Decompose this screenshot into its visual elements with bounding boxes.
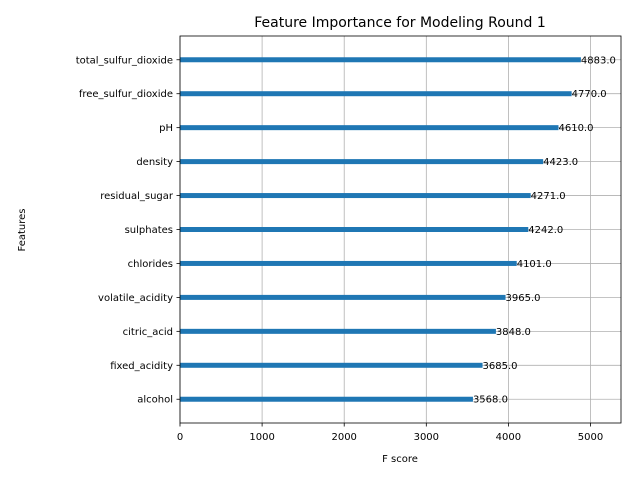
y-tick-label-density: density (136, 157, 173, 168)
x-tick-label: 2000 (331, 432, 356, 443)
y-tick-label-pH: pH (159, 123, 173, 134)
data-label-chlorides: 4101.0 (517, 259, 552, 270)
data-label-residual_sugar: 4271.0 (531, 191, 566, 202)
data-label-sulphates: 4242.0 (528, 225, 563, 236)
bar-pH (180, 125, 559, 131)
y-tick-label-residual_sugar: residual_sugar (100, 191, 174, 202)
bar-free_sulfur_dioxide (180, 91, 572, 97)
data-label-free_sulfur_dioxide: 4770.0 (572, 89, 607, 100)
y-tick-label-volatile_acidity: volatile_acidity (98, 293, 173, 304)
plot-frame (179, 35, 622, 424)
bar-residual_sugar (180, 193, 531, 199)
data-label-density: 4423.0 (543, 157, 578, 168)
chart-title: Feature Importance for Modeling Round 1 (254, 15, 546, 31)
data-labels: 3568.0 3685.0 3848.0 3965.0 4101.0 4242.0 4271… (473, 55, 616, 405)
bar-chlorides (180, 260, 517, 266)
bar-volatile_acidity (180, 294, 506, 300)
y-tick-label-free_sulfur_dioxide: free_sulfur_dioxide (79, 89, 173, 100)
y-tick-label-total_sulfur_dioxide: total_sulfur_dioxide (76, 55, 173, 66)
y-axis-ticks: alcohol fixed_acidity citric_acid volatile_… (76, 55, 180, 406)
y-tick-label-chlorides: chlorides (128, 259, 173, 270)
bar-alcohol (180, 396, 473, 402)
bar-sulphates (180, 227, 529, 232)
x-axis-label: F score (382, 454, 418, 465)
y-tick-label-sulphates: sulphates (125, 225, 173, 236)
data-label-fixed_acidity: 3685.0 (483, 361, 518, 372)
x-tick-label: 0 (177, 432, 183, 443)
y-tick-label-citric_acid: citric_acid (123, 327, 173, 338)
bar-fixed_acidity (180, 362, 483, 368)
x-axis-ticks: 0 1000 2000 3000 4000 5000 (177, 423, 603, 443)
bar-citric_acid (180, 328, 496, 334)
y-axis-label: Features (17, 209, 28, 252)
x-tick-label: 5000 (578, 432, 603, 443)
x-tick-label: 4000 (496, 432, 521, 443)
bar-density (180, 159, 544, 165)
x-tick-label: 1000 (249, 432, 274, 443)
data-label-pH: 4610.0 (558, 123, 593, 134)
bar-total_sulfur_dioxide (180, 57, 581, 63)
data-label-volatile_acidity: 3965.0 (506, 293, 541, 304)
y-tick-label-alcohol: alcohol (137, 395, 173, 406)
bars (180, 57, 581, 402)
data-label-total_sulfur_dioxide: 4883.0 (581, 55, 616, 66)
y-tick-label-fixed_acidity: fixed_acidity (110, 361, 173, 372)
data-label-alcohol: 3568.0 (473, 395, 508, 406)
data-label-citric_acid: 3848.0 (496, 327, 531, 338)
x-tick-label: 3000 (414, 432, 439, 443)
